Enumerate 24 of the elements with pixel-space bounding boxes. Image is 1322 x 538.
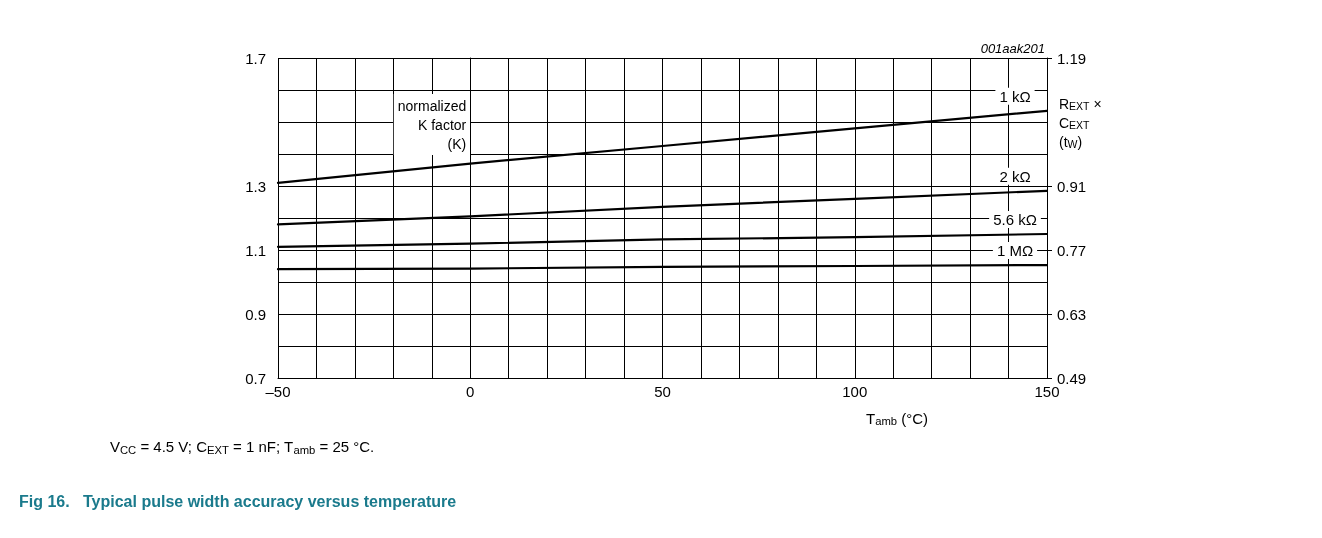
series-label: 1 MΩ bbox=[996, 242, 1034, 260]
y2-tick-label: 0.63 bbox=[1057, 305, 1087, 323]
x-tick-label: 50 bbox=[654, 383, 671, 400]
x-axis-title: Tamb (°C) bbox=[865, 409, 929, 427]
y-axis-title: normalized K factor (K) bbox=[397, 97, 467, 152]
y-tick-label: 0.9 bbox=[245, 305, 266, 323]
series-label: 2 kΩ bbox=[999, 167, 1031, 185]
text: Fig 16. Typical pulse width accuracy versus temperature bbox=[19, 493, 457, 510]
x-tick-label: 0 bbox=[466, 383, 475, 400]
y2-tick-label: 0.91 bbox=[1057, 177, 1087, 195]
series-label: 1 kΩ bbox=[999, 87, 1031, 105]
x-tick-label: 150 bbox=[1034, 383, 1060, 400]
y-tick-label: 1.1 bbox=[245, 241, 266, 259]
y-tick-label: 1.3 bbox=[245, 177, 266, 195]
y2-tick-label: 0.49 bbox=[1057, 369, 1087, 387]
y2-tick-label: 1.19 bbox=[1057, 49, 1087, 67]
y2-tick-label: 0.77 bbox=[1057, 241, 1087, 259]
x-tick-label: 100 bbox=[842, 383, 868, 400]
y-tick-label: 0.7 bbox=[245, 369, 266, 387]
text: 001aak201 bbox=[980, 41, 1045, 56]
text: VCC = 4.5 V; CEXT = 1 nF; Tamb = 25 °C. bbox=[110, 438, 375, 456]
series-label: 5.6 kΩ bbox=[993, 211, 1037, 228]
y-tick-label: 1.7 bbox=[245, 49, 266, 67]
x-tick-label: –50 bbox=[265, 383, 291, 400]
